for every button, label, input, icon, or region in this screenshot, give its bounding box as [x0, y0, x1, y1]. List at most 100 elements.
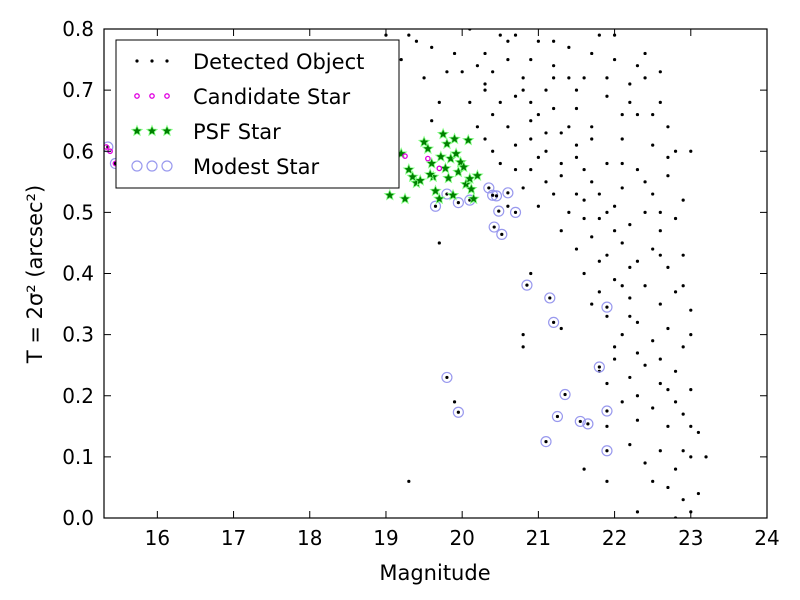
detected-object-point [582, 271, 586, 276]
detected-object-point [582, 216, 586, 221]
detected-object-point [491, 149, 495, 153]
detected-object-point [666, 174, 670, 178]
modest-star-center-dot [433, 204, 438, 208]
psf-star-point [446, 188, 460, 201]
psf-star-point [402, 163, 416, 175]
detected-object-point [559, 326, 563, 331]
detected-object-point [635, 394, 640, 398]
detected-object-point [521, 345, 525, 349]
detected-object-point [681, 198, 685, 202]
detected-object-point [460, 70, 464, 74]
detected-object-point [567, 45, 571, 49]
detected-object-point [536, 39, 540, 43]
detected-object-point [628, 314, 632, 318]
detected-object-point [689, 455, 693, 459]
modest-star-point [441, 371, 453, 384]
y-axis: 0.0 0.1 0.2 0.3 0.4 0.5 0.6 0.7 0.8 [62, 17, 767, 530]
plot-area-marks [104, 29, 708, 518]
modest-star-center-dot [497, 209, 501, 213]
detected-object-point [597, 33, 601, 37]
detected-object-point [635, 418, 640, 422]
detected-object-point [620, 284, 624, 288]
detected-object-point [605, 76, 609, 80]
modest-star-point [601, 445, 613, 457]
modest-star-point [548, 316, 560, 328]
detected-object-point [506, 57, 510, 62]
modest-star-center-dot [494, 194, 499, 198]
modest-star-center-dot [456, 410, 460, 414]
detected-object-point [658, 210, 662, 214]
detected-object-point [666, 485, 670, 490]
detected-object-point [651, 406, 655, 410]
detected-object-point [658, 381, 662, 386]
detected-object-point [475, 64, 480, 68]
detected-object-point [559, 131, 563, 135]
detected-object-point [635, 320, 640, 324]
modest-star-center-dot [605, 305, 609, 309]
detected-object-point [681, 449, 685, 453]
x-tick-label: 19 [373, 526, 398, 550]
psf-star-point [442, 171, 455, 184]
detected-object-point [567, 76, 571, 80]
detected-object-point [704, 455, 708, 459]
x-axis: 16 17 18 19 20 21 22 23 24 [145, 29, 780, 550]
detected-object-point [643, 284, 647, 288]
detected-object-point [468, 100, 472, 104]
legend-marker [160, 124, 174, 137]
detected-object-point [628, 100, 632, 104]
detected-object-point [574, 192, 579, 196]
detected-object-point [605, 161, 609, 166]
detected-object-point [559, 174, 563, 178]
detected-object-point [628, 443, 632, 447]
y-tick-label: 0.2 [62, 384, 94, 408]
x-axis-label: Magnitude [379, 561, 490, 585]
modest-star-center-dot [491, 193, 495, 197]
modest-star-point [488, 221, 500, 233]
detected-object-point [574, 143, 579, 147]
detected-object-point [536, 204, 540, 208]
detected-object-point [605, 479, 609, 483]
detected-object-point [635, 64, 640, 68]
detected-object-point [658, 70, 662, 74]
candidate-star-point [402, 153, 408, 159]
detected-object-point [658, 253, 662, 257]
detected-object-point [681, 498, 685, 502]
detected-object-point [483, 51, 487, 56]
psf-star-point [421, 142, 435, 155]
detected-object-point [689, 424, 693, 428]
detected-object-point [605, 381, 609, 386]
legend-entry: Detected Object [135, 50, 364, 74]
detected-object-point [590, 137, 594, 141]
detected-object-point [620, 333, 624, 337]
x-tick-label: 22 [602, 526, 627, 550]
modest-star-point [601, 405, 613, 417]
legend-entry: Modest Star [131, 155, 319, 179]
y-tick-label: 0.8 [62, 17, 94, 41]
detected-object-point [643, 461, 647, 465]
detected-object-point [536, 155, 540, 159]
detected-object-point [544, 180, 548, 184]
legend-marker [131, 160, 143, 172]
modest-star-center-dot [492, 225, 496, 229]
y-tick-label: 0.1 [62, 445, 94, 469]
modest-star-point [582, 418, 594, 430]
legend-marker [146, 160, 158, 172]
legend-label: Candidate Star [193, 85, 350, 109]
detected-object-point [582, 76, 586, 80]
detected-object-point [559, 229, 563, 233]
modest-star-center-dot [597, 365, 601, 369]
modest-star-point [601, 301, 613, 313]
detected-object-point [651, 479, 655, 483]
detected-object-point [605, 253, 609, 257]
detected-object-point [651, 339, 655, 343]
detected-object-point [666, 155, 670, 159]
detected-object-point [552, 106, 556, 111]
psf-star-point [383, 188, 397, 201]
modest-star-center-dot [548, 296, 552, 300]
legend-marker [135, 59, 139, 63]
y-tick-label: 0.6 [62, 139, 94, 163]
detected-object-point [483, 88, 487, 92]
detected-object-point [529, 167, 533, 172]
detected-object-point [658, 100, 662, 104]
psf-star-point [398, 192, 412, 205]
